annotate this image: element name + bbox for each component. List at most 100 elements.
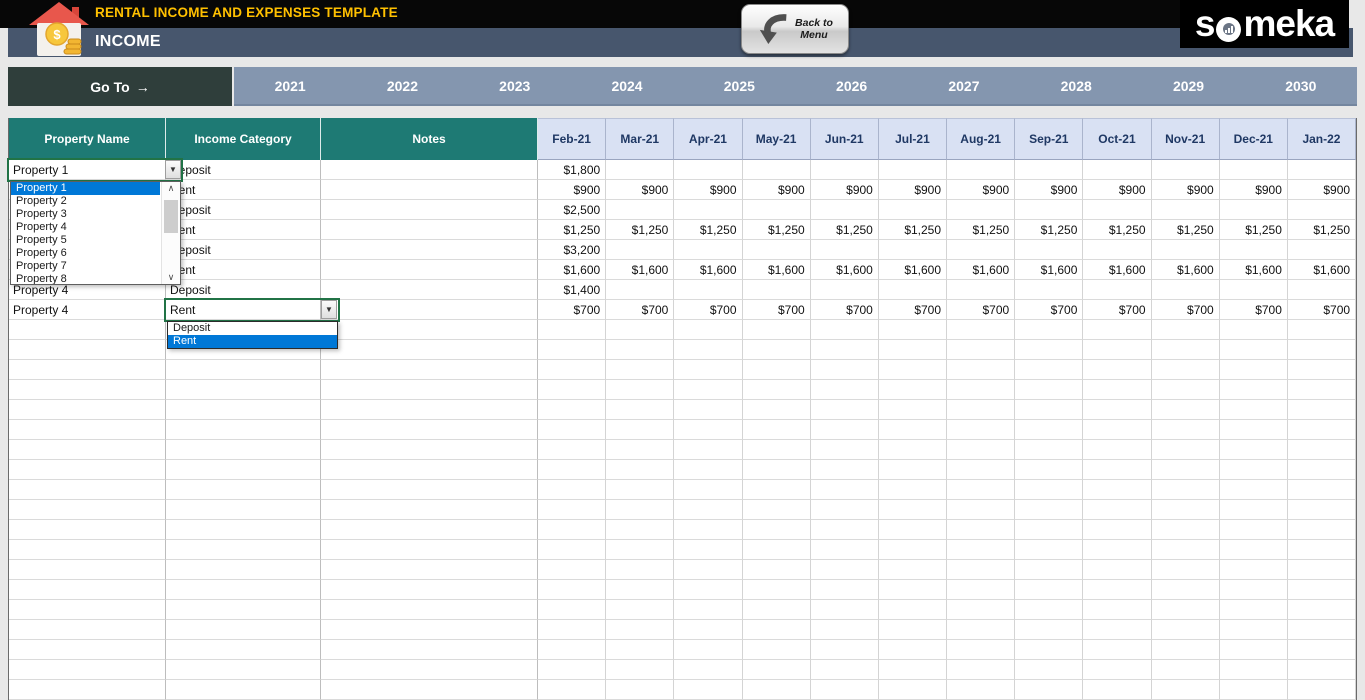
notes-cell[interactable] bbox=[321, 480, 538, 500]
category-cell[interactable] bbox=[166, 660, 321, 680]
month-value-cell[interactable] bbox=[1151, 560, 1220, 580]
month-value-cell[interactable] bbox=[878, 520, 948, 540]
month-value-cell[interactable] bbox=[1219, 600, 1288, 620]
month-value-cell[interactable] bbox=[810, 160, 879, 180]
month-value-cell[interactable] bbox=[878, 580, 948, 600]
month-value-cell[interactable] bbox=[810, 480, 879, 500]
month-value-cell[interactable] bbox=[742, 560, 811, 580]
month-value-cell[interactable] bbox=[674, 580, 743, 600]
month-value-cell[interactable] bbox=[947, 340, 1016, 360]
month-value-cell[interactable] bbox=[1015, 360, 1084, 380]
month-value-cell[interactable] bbox=[1015, 240, 1084, 260]
notes-cell[interactable] bbox=[321, 240, 538, 260]
month-value-cell[interactable] bbox=[1083, 520, 1152, 540]
month-value-cell[interactable] bbox=[1151, 440, 1220, 460]
month-value-cell[interactable] bbox=[742, 440, 811, 460]
month-value-cell[interactable] bbox=[810, 400, 879, 420]
month-value-cell[interactable] bbox=[1219, 360, 1288, 380]
month-value-cell[interactable] bbox=[1287, 660, 1357, 680]
go-to-button[interactable]: Go To → bbox=[8, 67, 232, 106]
month-value-cell[interactable]: $1,250 bbox=[1015, 220, 1084, 240]
month-value-cell[interactable] bbox=[674, 200, 743, 220]
month-value-cell[interactable]: $700 bbox=[606, 300, 675, 320]
month-value-cell[interactable] bbox=[1287, 340, 1357, 360]
month-value-cell[interactable] bbox=[947, 480, 1016, 500]
property-cell[interactable] bbox=[9, 440, 166, 460]
month-value-cell[interactable] bbox=[1219, 540, 1288, 560]
month-value-cell[interactable] bbox=[1219, 160, 1288, 180]
year-tab-2023[interactable]: 2023 bbox=[499, 77, 531, 94]
month-value-cell[interactable] bbox=[1151, 320, 1220, 340]
property-cell[interactable] bbox=[9, 420, 166, 440]
month-value-cell[interactable]: $1,600 bbox=[674, 260, 743, 280]
property-cell[interactable]: Property 1 bbox=[9, 160, 166, 180]
month-value-cell[interactable]: $3,200 bbox=[538, 240, 607, 260]
month-value-cell[interactable]: $1,250 bbox=[810, 220, 879, 240]
month-value-cell[interactable]: $1,250 bbox=[674, 220, 743, 240]
month-value-cell[interactable] bbox=[1219, 280, 1288, 300]
category-cell[interactable] bbox=[166, 380, 321, 400]
month-value-cell[interactable] bbox=[538, 540, 607, 560]
month-value-cell[interactable] bbox=[1151, 460, 1220, 480]
month-value-cell[interactable]: $900 bbox=[1151, 180, 1220, 200]
month-value-cell[interactable]: $700 bbox=[878, 300, 948, 320]
month-value-cell[interactable] bbox=[947, 640, 1016, 660]
notes-cell[interactable] bbox=[321, 420, 538, 440]
notes-cell[interactable] bbox=[321, 180, 538, 200]
month-value-cell[interactable] bbox=[1083, 280, 1152, 300]
property-cell[interactable] bbox=[9, 560, 166, 580]
category-cell[interactable]: Deposit bbox=[166, 200, 321, 220]
notes-cell[interactable] bbox=[321, 200, 538, 220]
month-value-cell[interactable] bbox=[1287, 500, 1357, 520]
month-value-cell[interactable] bbox=[674, 680, 743, 700]
month-value-cell[interactable] bbox=[742, 620, 811, 640]
month-value-cell[interactable] bbox=[606, 380, 675, 400]
month-value-cell[interactable] bbox=[606, 560, 675, 580]
notes-cell[interactable] bbox=[321, 400, 538, 420]
month-value-cell[interactable] bbox=[810, 500, 879, 520]
notes-cell[interactable] bbox=[321, 380, 538, 400]
month-value-cell[interactable] bbox=[538, 400, 607, 420]
month-value-cell[interactable]: $1,600 bbox=[810, 260, 879, 280]
month-value-cell[interactable] bbox=[1083, 360, 1152, 380]
month-value-cell[interactable] bbox=[674, 600, 743, 620]
month-value-cell[interactable] bbox=[810, 240, 879, 260]
month-value-cell[interactable] bbox=[878, 560, 948, 580]
month-value-cell[interactable] bbox=[606, 340, 675, 360]
month-value-cell[interactable] bbox=[878, 680, 948, 700]
month-value-cell[interactable] bbox=[1083, 440, 1152, 460]
year-tab-2030[interactable]: 2030 bbox=[1285, 77, 1317, 94]
month-value-cell[interactable] bbox=[1219, 580, 1288, 600]
month-value-cell[interactable]: $1,250 bbox=[878, 220, 948, 240]
year-tab-2022[interactable]: 2022 bbox=[386, 77, 419, 94]
month-value-cell[interactable] bbox=[1151, 380, 1220, 400]
month-value-cell[interactable] bbox=[947, 320, 1016, 340]
month-value-cell[interactable] bbox=[1287, 160, 1357, 180]
month-value-cell[interactable] bbox=[1083, 480, 1152, 500]
notes-cell[interactable] bbox=[321, 300, 538, 320]
month-value-cell[interactable] bbox=[1219, 500, 1288, 520]
month-value-cell[interactable] bbox=[742, 320, 811, 340]
category-cell[interactable] bbox=[166, 520, 321, 540]
property-cell[interactable] bbox=[9, 620, 166, 640]
category-cell[interactable] bbox=[166, 500, 321, 520]
month-value-cell[interactable] bbox=[1083, 620, 1152, 640]
category-cell[interactable]: Rent bbox=[166, 300, 321, 320]
month-value-cell[interactable]: $700 bbox=[538, 300, 607, 320]
month-value-cell[interactable] bbox=[1083, 400, 1152, 420]
month-value-cell[interactable] bbox=[810, 680, 879, 700]
property-option[interactable]: Property 3 bbox=[16, 208, 67, 220]
month-value-cell[interactable] bbox=[1083, 680, 1152, 700]
month-value-cell[interactable]: $700 bbox=[742, 300, 811, 320]
month-value-cell[interactable] bbox=[674, 640, 743, 660]
month-value-cell[interactable]: $1,600 bbox=[1083, 260, 1152, 280]
notes-cell[interactable] bbox=[321, 280, 538, 300]
month-value-cell[interactable] bbox=[538, 500, 607, 520]
month-value-cell[interactable] bbox=[1083, 320, 1152, 340]
month-value-cell[interactable] bbox=[810, 320, 879, 340]
month-value-cell[interactable] bbox=[947, 160, 1016, 180]
month-value-cell[interactable] bbox=[1015, 480, 1084, 500]
notes-cell[interactable] bbox=[321, 580, 538, 600]
month-value-cell[interactable] bbox=[1151, 600, 1220, 620]
month-value-cell[interactable]: $1,250 bbox=[1219, 220, 1288, 240]
